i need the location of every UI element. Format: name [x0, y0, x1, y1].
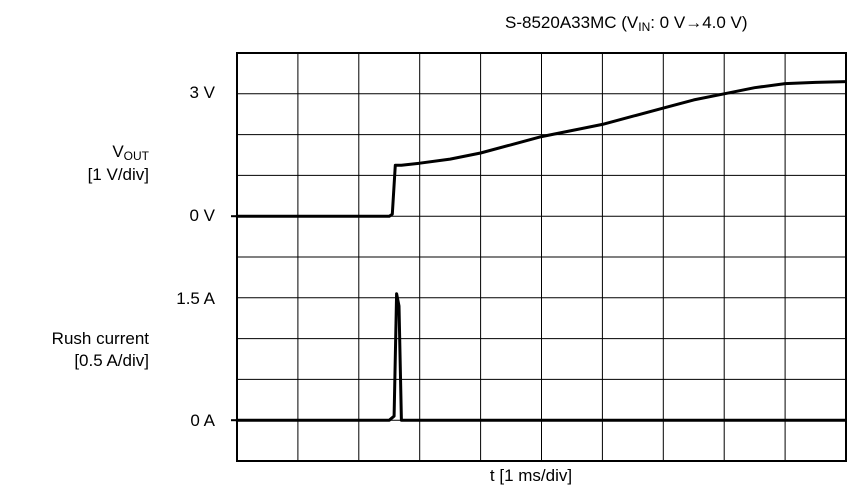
- rush-current-label: Rush current: [51, 329, 149, 348]
- tick-label-3v: 3 V: [189, 83, 215, 102]
- x-axis-label: t [1 ms/div]: [489, 466, 573, 485]
- plot-grid: [237, 53, 846, 461]
- rush-current-trace: [235, 292, 847, 422]
- vout-trace: [235, 80, 847, 218]
- tick-label-0a: 0 A: [190, 411, 215, 430]
- vout-channel-label: VOUT: [112, 142, 149, 163]
- chart-title: S-8520A33MC (VIN: 0 V→4.0 V): [505, 13, 748, 34]
- plot-frame: [236, 52, 847, 462]
- tick-label-0v: 0 V: [189, 206, 215, 225]
- plot-traces: [235, 80, 847, 422]
- tick-label-1-5a: 1.5 A: [176, 289, 215, 308]
- rush-current-scale-label: [0.5 A/div]: [74, 351, 149, 370]
- vout-scale-label: [1 V/div]: [87, 165, 149, 184]
